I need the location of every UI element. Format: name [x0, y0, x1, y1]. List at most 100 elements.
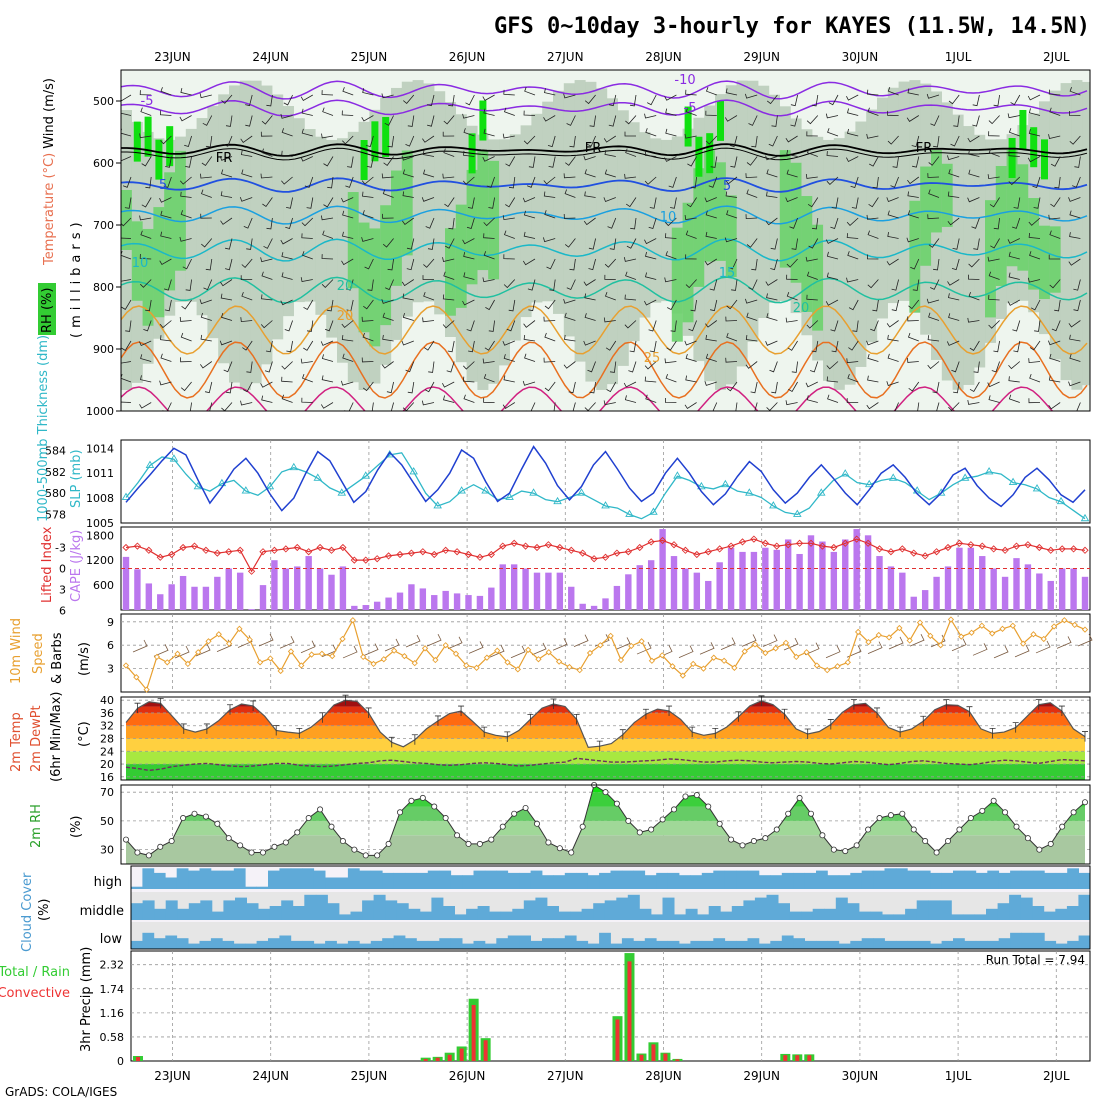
wind-barb [608, 115, 617, 127]
wind-barb [566, 115, 576, 126]
cloud-bar [1055, 908, 1068, 920]
rh2m-marker [123, 836, 130, 843]
wind-label-1: 10m Wind [9, 618, 24, 684]
minmax-marker [943, 699, 950, 710]
rh-shade-cell [133, 121, 141, 162]
cloud-bar [633, 870, 646, 889]
rh-shade-cell [380, 205, 392, 326]
rh-shade-cell [1049, 90, 1061, 360]
wind-barb [785, 197, 798, 203]
cloud-bar [587, 875, 600, 889]
cloud-bar [547, 906, 559, 920]
wind-barb [887, 210, 899, 219]
wind-speed-marker [782, 639, 790, 646]
cloud-bar [153, 872, 166, 889]
lifted-index-marker [305, 548, 313, 556]
wind-speed-marker [855, 628, 862, 636]
wind-barb [443, 115, 455, 125]
wind-barb [323, 197, 334, 208]
wind-barb [1027, 156, 1041, 163]
wind-barb [746, 312, 758, 321]
rh-shade-cell [155, 139, 163, 180]
pressure-tick-700: 700 [93, 219, 114, 232]
wind-speed-marker [978, 622, 986, 629]
cloud-bar [484, 943, 497, 949]
wind-barb [988, 131, 1000, 137]
cloud-bar [188, 870, 200, 889]
wind-barb [968, 169, 980, 178]
lifted-index-marker [590, 555, 598, 563]
wind-barb [967, 197, 980, 203]
wind-barb [1050, 156, 1061, 167]
wind-speed-marker [690, 660, 697, 668]
rh-shade-cell [684, 106, 692, 147]
wind-barb [179, 115, 192, 122]
wind-barb [506, 320, 516, 332]
wind-barb [911, 135, 920, 148]
wind-barb [563, 93, 576, 99]
cape-bar [339, 566, 347, 610]
rh2m-marker [910, 826, 917, 833]
wind-barb [787, 340, 798, 351]
wind-barb [544, 299, 556, 310]
wind-barb [341, 380, 354, 386]
wind-barb [382, 312, 394, 321]
wind-barb [483, 108, 495, 116]
rh-shade-cell [347, 192, 359, 289]
cloud-bar [233, 868, 246, 889]
wind-barb [587, 135, 596, 147]
rh-shade-cell [499, 139, 510, 366]
rh-shade-cell [239, 80, 251, 390]
rh-shade-cell [823, 139, 834, 381]
minmax-marker [134, 702, 141, 714]
cape-bar [316, 568, 324, 610]
temperature-contour-line [121, 99, 1088, 117]
wind-barb [448, 94, 455, 107]
cloud-bar [1032, 932, 1045, 949]
rh-shade-cell [445, 102, 456, 337]
wind-barb [366, 156, 374, 168]
rh-shade-cell [715, 162, 726, 261]
wind-barb [604, 291, 616, 301]
cloud-bar [587, 943, 600, 949]
rh2m-marker [237, 842, 244, 849]
wind-speed-marker [669, 663, 676, 670]
wind-barb [483, 397, 495, 403]
wind-barb [746, 156, 758, 166]
rh-shade-cell [218, 94, 230, 364]
rh-shade-cell [1060, 83, 1072, 381]
wind-barb [724, 237, 738, 243]
wind-frame [120, 613, 1091, 693]
temperature-band [126, 751, 1085, 765]
wind-barb [200, 312, 212, 321]
precip-panel: 00.581.161.742.32 Run Total = 7.94 Total… [0, 947, 1091, 1068]
minmax-marker [434, 715, 441, 726]
thickness-marker [1056, 496, 1066, 505]
cape-bar [545, 572, 552, 610]
wind-barb [564, 312, 576, 321]
wind-barb [121, 299, 132, 310]
wind-barb [664, 156, 677, 162]
cape-bar [145, 583, 153, 610]
rh2m-tick-50: 50 [100, 815, 114, 828]
cloud-bar [893, 914, 906, 920]
cloud-bar [941, 872, 954, 889]
minmax-marker [157, 697, 164, 709]
minmax-marker [411, 734, 418, 745]
surface-wind-barb [510, 645, 526, 659]
lifted-index-marker [784, 541, 792, 549]
wind-barb [790, 94, 798, 107]
wind-barb [483, 233, 495, 239]
wind-barb [705, 231, 717, 239]
wind-barb [811, 340, 819, 353]
wind-speed-marker [731, 664, 738, 671]
wind-barb [890, 176, 899, 188]
cloud-bar [604, 900, 617, 920]
wind-barb [826, 151, 839, 157]
cloud-bar [416, 940, 429, 949]
wind-barb [766, 313, 778, 321]
lifted-index-marker [362, 556, 370, 564]
contour-label: 20 [337, 279, 354, 294]
wind-barb [264, 361, 273, 373]
wind-barb [463, 252, 475, 260]
